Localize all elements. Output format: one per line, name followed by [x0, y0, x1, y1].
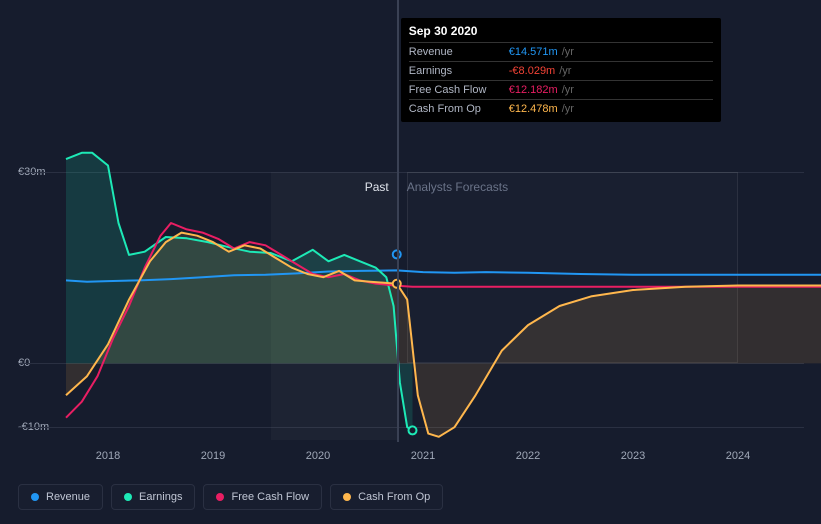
x-axis-label: 2021 — [411, 450, 435, 462]
legend: Revenue Earnings Free Cash Flow Cash From O… — [18, 484, 443, 510]
tooltip-value: €12.182m — [509, 84, 558, 96]
marker-earnings — [409, 426, 417, 434]
forecast-label: Analysts Forecasts — [407, 180, 508, 194]
legend-item-revenue[interactable]: Revenue — [18, 484, 103, 510]
tooltip-unit: /yr — [562, 84, 574, 96]
tooltip-unit: /yr — [562, 46, 574, 58]
tooltip-label: Earnings — [409, 65, 509, 77]
tooltip-label: Free Cash Flow — [409, 84, 509, 96]
tooltip-row: Cash From Op€12.478m/yr — [409, 100, 713, 118]
tooltip-row: Revenue€14.571m/yr — [409, 43, 713, 62]
tooltip-unit: /yr — [559, 65, 571, 77]
tooltip-unit: /yr — [562, 103, 574, 115]
tooltip-value: €14.571m — [509, 46, 558, 58]
tooltip-date: Sep 30 2020 — [409, 24, 713, 43]
chart-tooltip: Sep 30 2020 Revenue€14.571m/yrEarnings-€… — [401, 18, 721, 122]
legend-label: Revenue — [46, 491, 90, 503]
legend-dot-icon — [343, 493, 351, 501]
legend-item-earnings[interactable]: Earnings — [111, 484, 195, 510]
x-axis-label: 2024 — [726, 450, 750, 462]
legend-label: Cash From Op — [358, 491, 430, 503]
legend-dot-icon — [216, 493, 224, 501]
legend-item-free-cash-flow[interactable]: Free Cash Flow — [203, 484, 322, 510]
x-axis-label: 2022 — [516, 450, 540, 462]
series-fill-cash-from-op — [66, 233, 821, 437]
past-label: Past — [365, 180, 389, 194]
tooltip-label: Revenue — [409, 46, 509, 58]
tooltip-row: Earnings-€8.029m/yr — [409, 62, 713, 81]
legend-label: Earnings — [139, 491, 182, 503]
tooltip-value: -€8.029m — [509, 65, 555, 77]
x-axis-label: 2019 — [201, 450, 225, 462]
tooltip-row: Free Cash Flow€12.182m/yr — [409, 81, 713, 100]
tooltip-value: €12.478m — [509, 103, 558, 115]
tooltip-label: Cash From Op — [409, 103, 509, 115]
legend-dot-icon — [31, 493, 39, 501]
x-axis-label: 2023 — [621, 450, 645, 462]
legend-label: Free Cash Flow — [231, 491, 309, 503]
legend-item-cash-from-op[interactable]: Cash From Op — [330, 484, 443, 510]
legend-dot-icon — [124, 493, 132, 501]
now-indicator-line — [397, 0, 399, 442]
x-axis-label: 2020 — [306, 450, 330, 462]
x-axis-label: 2018 — [96, 450, 120, 462]
